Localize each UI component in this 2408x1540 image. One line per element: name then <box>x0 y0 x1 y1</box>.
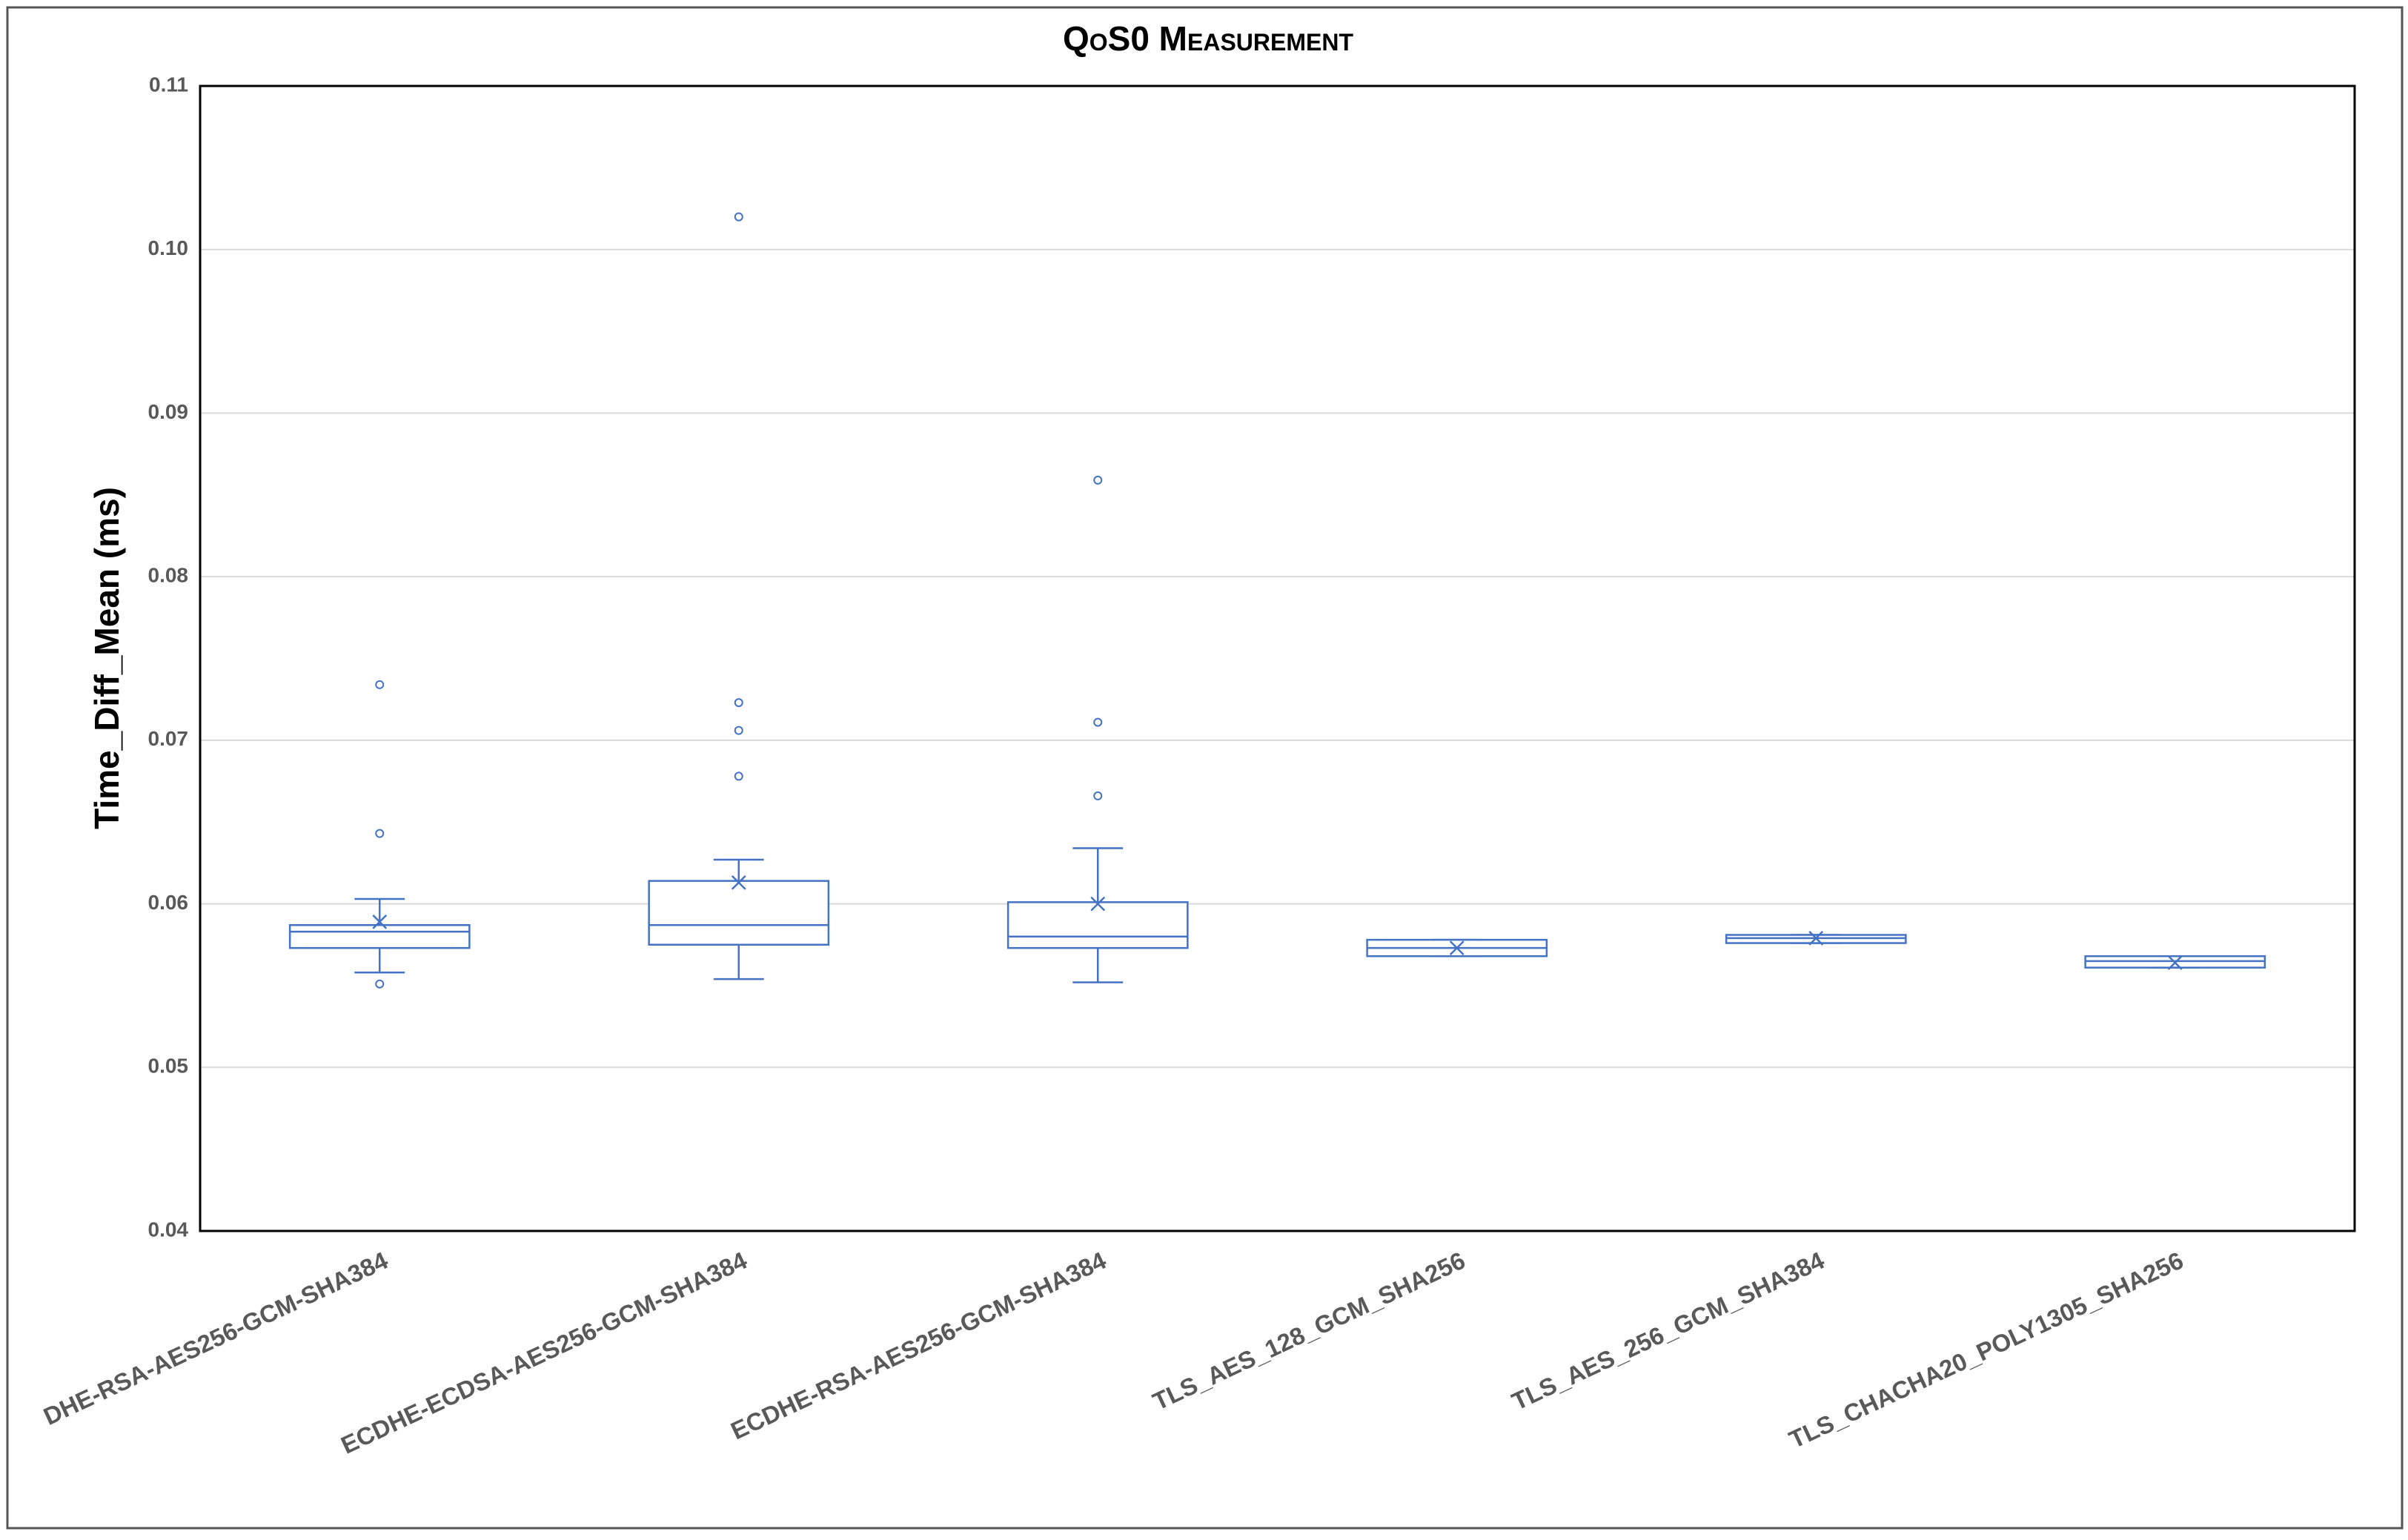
y-tick-label: 0.08 <box>148 564 189 587</box>
outlier <box>375 979 385 989</box>
box <box>288 924 471 949</box>
mean-marker <box>1090 896 1106 912</box>
mean-marker <box>1808 931 1824 946</box>
mean-marker <box>731 874 746 890</box>
outlier <box>734 726 743 735</box>
y-tick-label: 0.11 <box>149 73 188 96</box>
outlier <box>375 829 385 838</box>
outlier <box>1093 791 1103 800</box>
mean-marker <box>2167 955 2183 970</box>
outlier <box>734 771 743 781</box>
chart-title: QoS0 Measurement <box>1063 19 1354 58</box>
plot-frame <box>199 84 2356 1232</box>
chart-border <box>6 6 2404 1530</box>
y-tick-label: 0.09 <box>148 400 189 423</box>
outlier <box>1093 475 1103 485</box>
mean-marker <box>372 914 388 929</box>
y-tick-label: 0.07 <box>148 727 189 750</box>
outlier <box>734 698 743 708</box>
outlier <box>734 212 743 222</box>
y-tick-label: 0.05 <box>148 1055 189 1078</box>
y-tick-label: 0.04 <box>148 1218 189 1241</box>
box <box>648 880 830 946</box>
outlier <box>1093 717 1103 727</box>
mean-marker <box>1449 940 1465 956</box>
y-axis-label: Time_Diff_Mean (ms) <box>87 487 126 829</box>
y-tick-label: 0.10 <box>148 236 189 259</box>
y-tick-label: 0.06 <box>148 891 189 914</box>
box <box>1006 901 1189 949</box>
outlier <box>375 680 385 689</box>
